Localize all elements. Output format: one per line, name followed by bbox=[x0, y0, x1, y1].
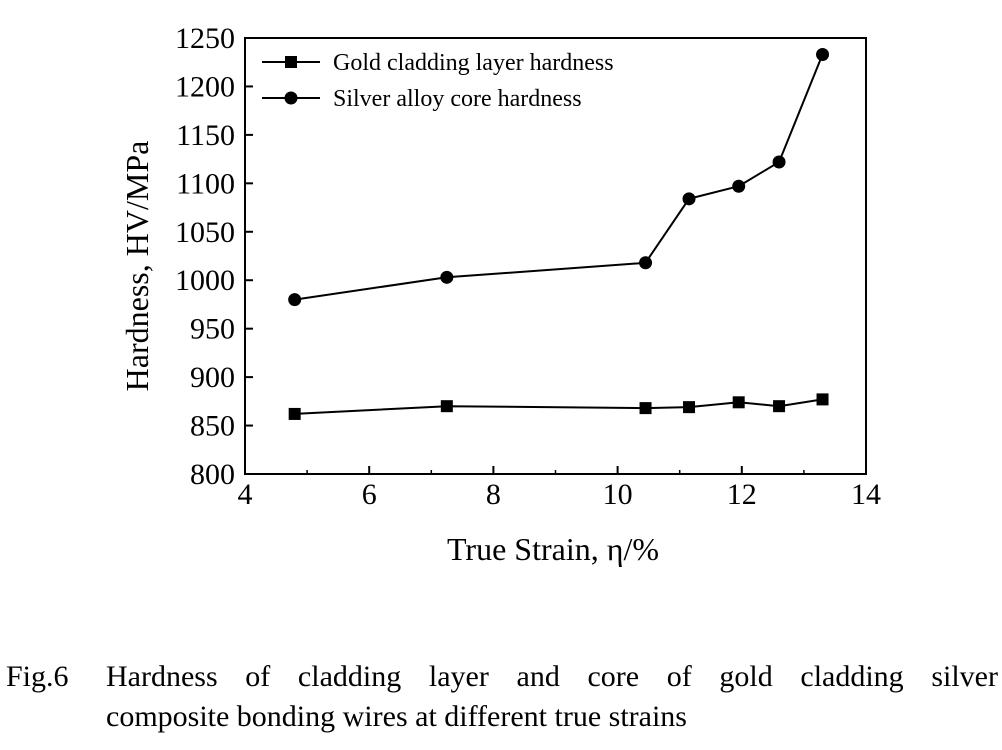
y-axis-title: Hardness, HV/MPa bbox=[119, 141, 155, 392]
data-point bbox=[683, 401, 696, 414]
data-point bbox=[773, 400, 786, 413]
legend-item-1: Gold cladding layer hardness bbox=[262, 50, 614, 76]
y-tick-label: 800 bbox=[190, 458, 235, 491]
y-tick-label: 1100 bbox=[176, 167, 235, 200]
data-point bbox=[682, 192, 696, 206]
caption-line-1: Hardness of cladding layer and core of g… bbox=[106, 660, 998, 693]
data-point bbox=[639, 256, 653, 270]
legend-marker bbox=[284, 91, 298, 105]
data-point bbox=[816, 393, 829, 406]
y-axis: 800 850 900 950 1000 1050 1100 1150 1200 1250 bbox=[175, 22, 253, 491]
data-point bbox=[772, 155, 786, 169]
legend-item-2: Silver alloy core hardness bbox=[262, 86, 582, 112]
x-tick-label: 6 bbox=[362, 478, 377, 511]
y-tick-label: 1050 bbox=[175, 216, 235, 249]
legend-marker bbox=[285, 56, 297, 68]
x-tick-label: 4 bbox=[238, 478, 253, 511]
y-tick-label: 1150 bbox=[176, 119, 235, 152]
series-1 bbox=[288, 393, 829, 420]
data-point bbox=[816, 47, 830, 61]
data-point bbox=[639, 402, 652, 415]
legend-label: Silver alloy core hardness bbox=[333, 86, 582, 112]
y-tick-label: 1250 bbox=[175, 22, 235, 55]
caption-line-2: composite bonding wires at different tru… bbox=[106, 700, 687, 733]
data-point bbox=[440, 270, 454, 284]
figure-number: Fig.6 bbox=[6, 660, 69, 693]
x-tick-label: 12 bbox=[727, 478, 757, 511]
y-tick-label: 850 bbox=[190, 410, 235, 443]
y-tick-label: 1200 bbox=[175, 70, 235, 103]
data-point bbox=[440, 400, 453, 413]
x-tick-label: 10 bbox=[603, 478, 633, 511]
series-layer bbox=[288, 47, 830, 420]
legend-label: Gold cladding layer hardness bbox=[333, 50, 614, 76]
y-tick-label: 950 bbox=[190, 313, 235, 346]
figure-caption: Fig.6 Hardness of cladding layer and cor… bbox=[6, 657, 1002, 737]
legend: Gold cladding layer hardness Silver alloy… bbox=[262, 50, 614, 112]
y-tick-label: 900 bbox=[190, 361, 235, 394]
data-point bbox=[288, 293, 302, 307]
data-point bbox=[732, 396, 745, 409]
y-tick-label: 1000 bbox=[175, 264, 235, 297]
x-tick-label: 8 bbox=[486, 478, 501, 511]
data-point bbox=[732, 179, 746, 193]
data-point bbox=[288, 407, 301, 420]
x-axis-title: True Strain, η/% bbox=[447, 531, 659, 567]
x-axis: 4 6 8 10 12 14 bbox=[238, 466, 881, 511]
x-tick-label: 14 bbox=[851, 478, 881, 511]
series-2 bbox=[288, 47, 830, 307]
hardness-chart: 4 6 8 10 12 14 800 850 900 950 1000 1050 1100 1150 12… bbox=[119, 22, 881, 567]
